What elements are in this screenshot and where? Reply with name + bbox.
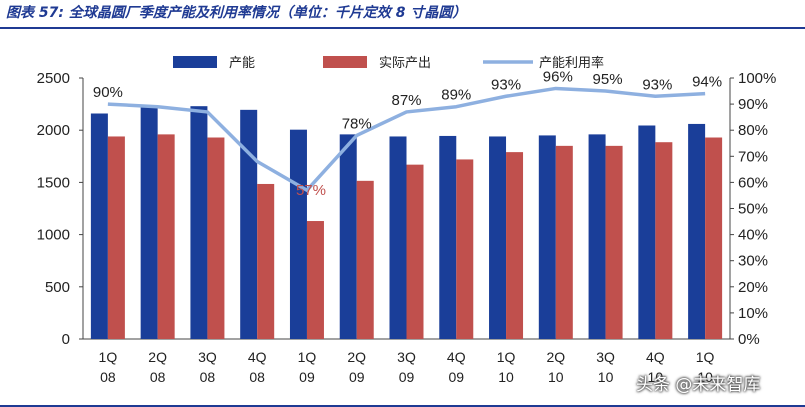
x-tick-label: 09 (299, 369, 315, 385)
x-tick-label: 10 (648, 369, 664, 385)
capacity-bar (240, 109, 258, 339)
x-tick-label: 10 (598, 369, 614, 385)
output-bar (356, 180, 374, 339)
x-tick-label: 1Q (298, 349, 317, 365)
output-bar (157, 134, 175, 339)
chart-bars (90, 106, 723, 340)
output-bar (506, 152, 524, 339)
x-tick-label: 08 (200, 369, 216, 385)
x-tick-label: 09 (448, 369, 464, 385)
output-bar (705, 137, 723, 339)
left-tick-label: 0 (62, 331, 70, 348)
capacity-bar (389, 136, 407, 339)
right-tick-label: 60% (738, 174, 768, 191)
right-tick-label: 30% (738, 253, 768, 270)
utilization-line (107, 86, 706, 192)
legend-label: 产能利用率 (539, 55, 604, 71)
x-tick-label: 08 (150, 369, 166, 385)
utilization-data-label: 93% (642, 76, 672, 93)
footer-rule (0, 405, 805, 407)
output-bar (605, 145, 623, 339)
right-tick-label: 20% (738, 279, 768, 296)
x-tick-label: 3Q (198, 349, 217, 365)
left-tick-label: 1000 (37, 227, 70, 244)
x-tick-label: 1Q (99, 349, 118, 365)
capacity-bar (688, 123, 706, 339)
output-bar (257, 183, 275, 339)
utilization-data-label: 95% (593, 71, 623, 88)
right-tick-label: 90% (738, 96, 768, 113)
capacity-bar (140, 107, 158, 340)
legend-swatch (173, 56, 217, 68)
capacity-bar (190, 106, 208, 339)
right-tick-label: 40% (738, 227, 768, 244)
utilization-data-label: 96% (543, 68, 573, 85)
x-tick-label: 10 (498, 369, 514, 385)
utilization-data-label: 89% (441, 87, 471, 104)
left-tick-label: 2000 (37, 122, 70, 139)
legend-swatch (323, 56, 367, 68)
x-tick-label: 3Q (596, 349, 615, 365)
utilization-data-label: 94% (692, 74, 722, 91)
legend-label: 产能 (229, 56, 255, 71)
x-tick-label: 3Q (397, 349, 416, 365)
legend-label: 实际产出 (379, 56, 431, 71)
x-tick-label: 4Q (447, 349, 466, 365)
capacity-bar (339, 134, 357, 339)
x-tick-label: 09 (349, 369, 365, 385)
utilization-data-label: 87% (391, 92, 421, 109)
right-tick-label: 0% (738, 331, 760, 348)
x-tick-label: 08 (100, 369, 116, 385)
data-labels: 90% 57% 78% 87% 89% 93% 96% 95% 93% 94% (93, 68, 722, 199)
output-bar (406, 164, 424, 339)
right-tick-label: 10% (738, 305, 768, 322)
figure-caption: 图表 57: 全球晶圆厂季度产能及利用率情况（单位：千片定效 8 寸晶圆） (6, 5, 467, 21)
x-tick-label: 2Q (546, 349, 565, 365)
output-bar (555, 145, 573, 339)
utilization-line-group (107, 86, 706, 192)
left-tick-label: 1500 (37, 174, 70, 191)
right-tick-label: 80% (738, 122, 768, 139)
watermark-text: 头条 @未来智库 (636, 375, 761, 395)
x-tick-label: 4Q (646, 349, 665, 365)
caption-rule (0, 27, 805, 29)
output-bar (456, 159, 474, 339)
output-bar (107, 136, 125, 339)
capacity-bar (439, 135, 457, 339)
output-bar (655, 142, 673, 339)
capacity-bar (90, 113, 108, 339)
right-tick-label: 100% (738, 70, 776, 87)
left-tick-label: 2500 (37, 70, 70, 87)
x-tick-label: 1Q (497, 349, 516, 365)
x-tick-label: 2Q (148, 349, 167, 365)
x-tick-label: 1Q (696, 349, 715, 365)
x-tick-label: 08 (249, 369, 265, 385)
right-tick-label: 70% (738, 148, 768, 165)
output-bar (306, 221, 324, 339)
utilization-data-label: 78% (342, 115, 372, 132)
utilization-data-label: 90% (93, 84, 123, 101)
capacity-bar (538, 135, 556, 339)
utilization-data-label: 57% (296, 182, 326, 199)
capacity-bar (289, 129, 307, 339)
x-tick-label: 10 (548, 369, 564, 385)
capacity-bar (489, 136, 507, 339)
left-tick-label: 500 (45, 279, 70, 296)
chart-axes: 0 500 1000 1500 2000 2500 0% 10% 20% 30% 40% 50% 60%… (37, 70, 777, 385)
x-tick-label: 09 (399, 369, 415, 385)
capacity-bar (638, 125, 656, 339)
capacity-bar (588, 134, 606, 339)
x-tick-label: 10 (697, 369, 713, 385)
x-tick-label: 4Q (248, 349, 267, 365)
right-tick-label: 50% (738, 201, 768, 218)
output-bar (207, 137, 225, 339)
utilization-data-label: 93% (491, 76, 521, 93)
x-tick-label: 2Q (347, 349, 366, 365)
chart-legend: 产能 实际产出 产能利用率 (173, 55, 604, 71)
